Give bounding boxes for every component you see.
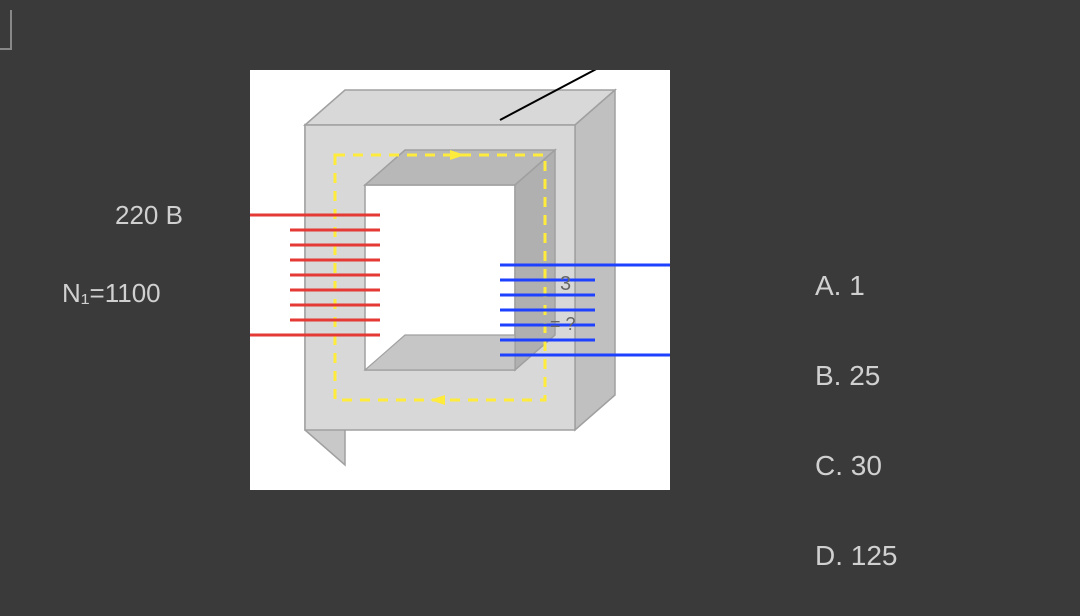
core-inner-floor [365, 335, 515, 370]
option-d[interactable]: D. 125 [815, 540, 898, 572]
option-b[interactable]: B. 25 [815, 360, 880, 392]
option-c[interactable]: C. 30 [815, 450, 882, 482]
overlay-text-2: = ? [550, 314, 576, 334]
core-top-face [305, 90, 615, 125]
overlay-text-1: 3 [560, 273, 571, 295]
core-right-side [575, 90, 615, 430]
voltage-label: 220 В [115, 200, 183, 231]
secondary-coil [500, 265, 670, 355]
corner-marker [0, 10, 12, 50]
turns-label: N₁=1100 [62, 278, 161, 309]
transformer-diagram: 3 = ? [250, 70, 670, 490]
transformer-svg: 3 = ? [250, 70, 670, 490]
option-a[interactable]: A. 1 [815, 270, 865, 302]
core-inner-right [515, 150, 555, 370]
